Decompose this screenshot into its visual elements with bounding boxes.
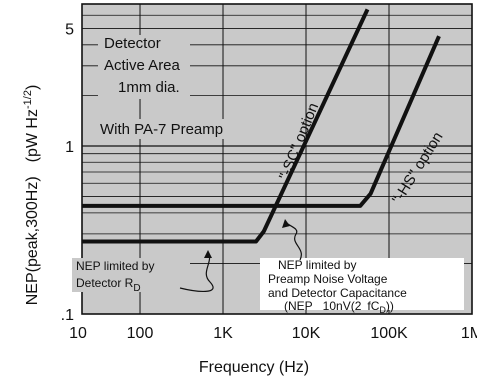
y-axis-label-main: NEP(peak,300Hz)	[24, 176, 41, 305]
nep-formula-c: fC	[367, 299, 379, 313]
x-tick-label: 1M	[461, 325, 477, 342]
nep-detector-line-2: Detector RD	[76, 276, 141, 294]
x-tick-label: 10	[69, 325, 87, 342]
nep-formula-b: 10nV(2	[323, 299, 362, 313]
x-tick-label: 100K	[370, 325, 408, 342]
nep-detector-line-2-text: Detector R	[76, 276, 134, 290]
preamp-label: With PA-7 Preamp	[100, 121, 223, 138]
x-tick-label: 100	[127, 325, 154, 342]
nep-preamp-line-2: Preamp Noise Voltage	[268, 272, 388, 286]
plot-frame	[81, 3, 473, 315]
nep-detector-arrow	[179, 251, 214, 292]
y-tick-label: 5	[65, 22, 74, 39]
nep-detector-sub: D	[133, 283, 140, 294]
nep-preamp-line-1: NEP limited by	[278, 258, 356, 272]
nep-formula: (NEP 10nV(2 fCD))	[284, 299, 394, 315]
x-tick-labels: 10 100 1K 10K 100K 1M	[69, 325, 477, 342]
nep-detector-arrowhead	[204, 250, 212, 258]
detector-label-1: Detector	[104, 35, 161, 52]
x-tick-label: 1K	[213, 325, 233, 342]
y-axis-label: NEP(peak,300Hz) (pW Hz-1/2)	[22, 85, 41, 306]
detector-label-2: Active Area	[104, 57, 181, 74]
y-axis-label-group: NEP(peak,300Hz) (pW Hz-1/2)	[22, 85, 41, 306]
nep-formula-d: ))	[386, 299, 394, 313]
nep-formula-a: (NEP	[284, 299, 313, 313]
x-axis-label: Frequency (Hz)	[199, 359, 309, 376]
detector-label-3: 1mm dia.	[118, 79, 180, 96]
y-tick-labels: .1 1 5	[61, 22, 74, 324]
y-tick-label: .1	[61, 307, 74, 324]
series-line-hs	[82, 35, 441, 208]
nep-preamp-arrowhead	[282, 219, 290, 228]
grid	[82, 4, 472, 314]
nep-detector-line-1: NEP limited by	[76, 259, 154, 273]
series-lines	[82, 8, 441, 244]
nep-preamp-line-3: and Detector Capacitance	[268, 286, 407, 300]
y-tick-label: 1	[65, 139, 74, 156]
series-line-sc	[82, 8, 370, 244]
x-tick-label: 10K	[292, 325, 321, 342]
y-axis-label-exponent: -1/2	[22, 90, 34, 109]
y-axis-label-unit: (pW Hz	[24, 109, 41, 162]
y-axis-label-close: )	[24, 85, 41, 90]
nep-formula-sub: D	[379, 305, 386, 315]
nep-preamp-arrow	[285, 221, 302, 261]
